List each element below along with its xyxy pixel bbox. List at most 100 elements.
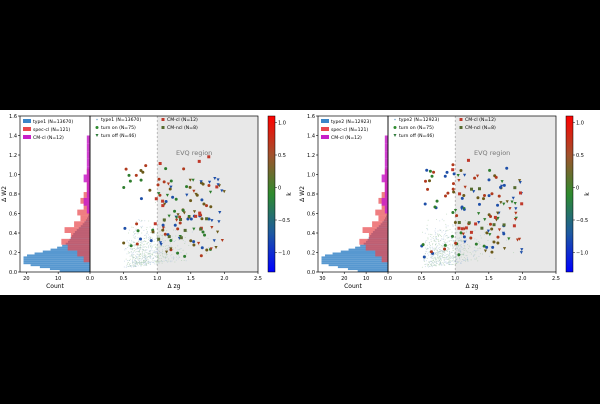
scatter-point-type	[453, 260, 454, 261]
scatter-point-type	[159, 258, 160, 259]
scatter-point-type	[132, 255, 133, 256]
scatter-point-type	[452, 250, 453, 251]
scatter-point-type	[467, 244, 468, 245]
scatter-point-type	[149, 238, 150, 239]
scatter-point-type	[173, 249, 174, 250]
scatter-point-type	[147, 263, 148, 264]
scatter-point-type	[478, 241, 479, 242]
scatter-point-type	[464, 245, 465, 246]
scatter-point-type	[156, 248, 157, 249]
scatter-point-type	[138, 260, 139, 261]
turn-on-point	[446, 171, 449, 174]
scatter-point-type	[445, 255, 446, 256]
scatter-point-type	[452, 224, 453, 225]
scatter-point-type	[144, 254, 145, 255]
cm-cl-point	[467, 159, 470, 162]
hist-bar-cm-cl	[382, 198, 388, 206]
turn-on-point	[135, 222, 138, 225]
scatter-point-type	[135, 238, 136, 239]
scatter-point-type	[444, 234, 445, 235]
scatter-point-type	[157, 262, 158, 263]
scatter-point-type	[435, 228, 436, 229]
scatter-point-type	[463, 243, 464, 244]
scatter-point-type	[432, 244, 433, 245]
scatter-point-type	[160, 234, 161, 235]
scatter-point-type	[435, 244, 436, 245]
scatter-point-type	[433, 249, 434, 250]
scatter-point-type	[440, 235, 441, 236]
scatter-point-type	[436, 248, 437, 249]
cm-cl-point	[461, 227, 464, 230]
scatter-point-type	[431, 257, 432, 258]
scatter-point-type	[454, 253, 455, 254]
scatter-point-type	[146, 258, 147, 259]
scatter-point-type	[139, 245, 140, 246]
scatter-point-type	[463, 226, 464, 227]
scatter-point-type	[458, 261, 459, 262]
turn-on-point	[422, 243, 425, 246]
scatter-point-type	[436, 252, 437, 253]
scatter-point-type	[186, 260, 187, 261]
hist-bar-cm-cl	[87, 167, 90, 175]
scatter-point-type	[145, 255, 146, 256]
scatter-point-type	[454, 245, 455, 246]
scatter-point-type	[442, 239, 443, 240]
cm-ncl-point	[513, 186, 516, 189]
scatter-point-type	[131, 227, 132, 228]
scatter-point-type	[434, 258, 435, 259]
scatter-point-type	[451, 240, 452, 241]
scatter-point-type	[465, 220, 466, 221]
turn-on-point	[207, 184, 210, 187]
scatter-point-type	[461, 240, 462, 241]
turn-on-point	[163, 180, 166, 183]
scatter-point-type	[446, 227, 447, 228]
cm-cl-point	[198, 212, 201, 215]
scatter-point-type	[129, 264, 130, 265]
scatter-point-type	[138, 251, 139, 252]
scatter-point-type	[431, 241, 432, 242]
scatter-point-type	[141, 242, 142, 243]
cm-cl-point	[161, 204, 164, 207]
scatter-point-type	[452, 238, 453, 239]
scatter-point-type	[162, 236, 163, 237]
y-tick-label: 1.0	[307, 173, 315, 179]
turn-on-point	[202, 230, 205, 233]
scatter-point-type	[452, 256, 453, 257]
scatter-point-type	[134, 234, 135, 235]
scatter-point-type	[176, 260, 177, 261]
turn-on-point	[444, 244, 447, 247]
scatter-point-type	[141, 221, 142, 222]
scatter-point-type	[153, 227, 154, 228]
scatter-point-type	[157, 244, 158, 245]
scatter-point-type	[157, 251, 158, 252]
scatter-point-type	[429, 242, 430, 243]
scatter-point-type	[459, 259, 460, 260]
scatter-point-type	[436, 265, 437, 266]
scatter-point-type	[157, 256, 158, 257]
hist-legend-swatch	[321, 127, 329, 131]
scatter-point-type	[427, 229, 428, 230]
scatter-point-type	[153, 258, 154, 259]
scatter-point-type	[139, 220, 140, 221]
scatter-point-type	[447, 262, 448, 263]
cm-ncl-point	[468, 221, 471, 224]
hist-bar-spec-cl	[382, 256, 388, 262]
cm-ncl-point	[470, 188, 473, 191]
scatter-point-type	[444, 257, 445, 258]
turn-on-point	[476, 196, 479, 199]
scatter-point-type	[474, 247, 475, 248]
scatter-point-type	[484, 232, 485, 233]
turn-on-point	[496, 236, 499, 239]
scatter-point-type	[130, 256, 131, 257]
scatter-point-type	[168, 258, 169, 259]
scatter-point-type	[452, 240, 453, 241]
scatter-point-type	[144, 263, 145, 264]
scatter-point-type	[137, 254, 138, 255]
x-tick-label: 1.5	[187, 276, 195, 282]
turn-on-point	[423, 256, 426, 259]
scatter-point-type	[158, 256, 159, 257]
scatter-point-type	[151, 242, 152, 243]
scatter-point-type	[446, 256, 447, 257]
scatter-point-type	[178, 258, 179, 259]
hist-legend-label: type2 (N=12923)	[331, 119, 371, 125]
